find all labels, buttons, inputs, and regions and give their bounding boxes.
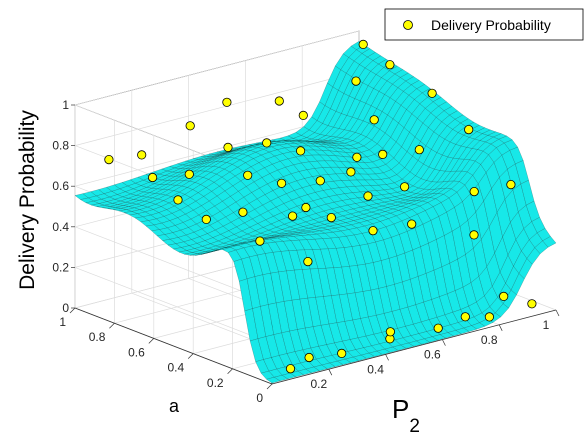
x-tick-label: 1 — [543, 318, 550, 332]
data-point — [223, 142, 233, 152]
x-tick-mark — [498, 324, 503, 331]
z-tick-label: 0 — [62, 301, 69, 315]
data-point — [399, 182, 410, 192]
scatter-points — [104, 39, 537, 374]
z-tick-label: 0.8 — [52, 139, 69, 153]
y-tick-mark — [148, 338, 155, 344]
y-tick-label: 0 — [256, 391, 263, 405]
data-point — [304, 352, 314, 363]
x-axis-label-subscript: 2 — [409, 416, 420, 437]
legend-marker — [403, 20, 413, 30]
data-point — [243, 170, 253, 180]
legend-box — [384, 8, 584, 41]
data-point — [274, 96, 284, 106]
data-point — [185, 121, 195, 131]
x-axis-line — [271, 309, 557, 385]
grid-z-left — [74, 226, 273, 304]
data-point — [262, 138, 272, 148]
x-tick-mark — [328, 369, 333, 376]
data-point — [464, 125, 474, 135]
data-point — [414, 145, 424, 155]
x-tick-label: 0.8 — [481, 333, 498, 347]
data-point — [351, 76, 361, 86]
y-tick-mark — [109, 322, 115, 329]
y-axis-label: a — [169, 396, 180, 416]
data-point — [407, 219, 417, 229]
data-point — [287, 211, 298, 221]
data-point — [222, 97, 232, 107]
data-point — [137, 150, 147, 160]
z-axis-label: Delivery Probability — [16, 110, 39, 290]
y-tick-label: 0.4 — [168, 361, 185, 375]
legend: Delivery Probability — [384, 8, 584, 41]
z-tick-label: 0.4 — [52, 220, 69, 234]
x-axis-label-main: P — [392, 394, 409, 424]
surface-cell — [542, 236, 557, 248]
y-tick-mark — [266, 383, 273, 390]
y-tick-mark — [69, 307, 76, 314]
data-point — [104, 155, 114, 165]
data-point — [285, 364, 296, 374]
data-point — [469, 187, 479, 197]
z-tick-label: 0.2 — [52, 260, 69, 274]
x-tick-mark — [385, 354, 389, 361]
data-point — [469, 230, 479, 240]
surface — [74, 41, 557, 384]
data-point — [499, 291, 509, 301]
x-tick-label: 0.6 — [424, 348, 441, 362]
data-point — [184, 169, 194, 179]
tick-labels: 0.20.40.60.8100.20.40.60.8100.20.40.60.8… — [52, 98, 560, 405]
y-tick-label: 0.2 — [207, 376, 224, 390]
y-tick-mark — [227, 368, 233, 375]
data-point — [173, 195, 183, 205]
grid-z-left — [74, 267, 273, 344]
data-point — [295, 146, 306, 156]
legend-entry-label: Delivery Probability — [431, 17, 551, 33]
data-point — [368, 226, 378, 236]
data-point — [255, 236, 265, 246]
data-point — [326, 213, 336, 223]
data-point — [506, 180, 516, 190]
data-point — [238, 207, 248, 217]
data-point — [358, 39, 368, 50]
data-point — [201, 214, 211, 224]
y-axis-line — [74, 307, 273, 385]
z-tick-label: 1 — [62, 98, 69, 112]
data-point — [352, 152, 362, 162]
x-tick-label: 0.2 — [310, 377, 327, 391]
data-point — [527, 299, 537, 309]
grid-z-back — [74, 30, 360, 106]
x-axis-label: P2 — [392, 394, 420, 437]
data-point — [460, 312, 470, 322]
grid-z-back — [74, 71, 360, 146]
data-point — [385, 327, 395, 337]
y-tick-label: 1 — [59, 315, 66, 329]
x-tick-label: 0.4 — [367, 362, 384, 376]
z-tick-label: 0.6 — [52, 179, 69, 193]
x-tick-mark — [555, 309, 560, 317]
data-point — [298, 110, 308, 121]
data-point — [385, 60, 395, 70]
data-point — [315, 176, 325, 186]
data-point — [378, 149, 388, 159]
data-point — [346, 167, 356, 177]
y-tick-label: 0.6 — [128, 345, 145, 359]
data-point — [303, 256, 313, 267]
data-point — [363, 191, 373, 201]
y-tick-mark — [187, 353, 194, 359]
y-tick-label: 0.8 — [89, 330, 106, 344]
x-tick-mark — [442, 339, 446, 346]
data-point — [369, 115, 379, 125]
data-point — [427, 88, 437, 98]
data-point — [484, 312, 494, 322]
data-point — [337, 348, 347, 358]
data-point — [276, 178, 287, 188]
data-point — [433, 323, 443, 333]
data-point — [301, 202, 311, 213]
data-point — [148, 172, 158, 183]
